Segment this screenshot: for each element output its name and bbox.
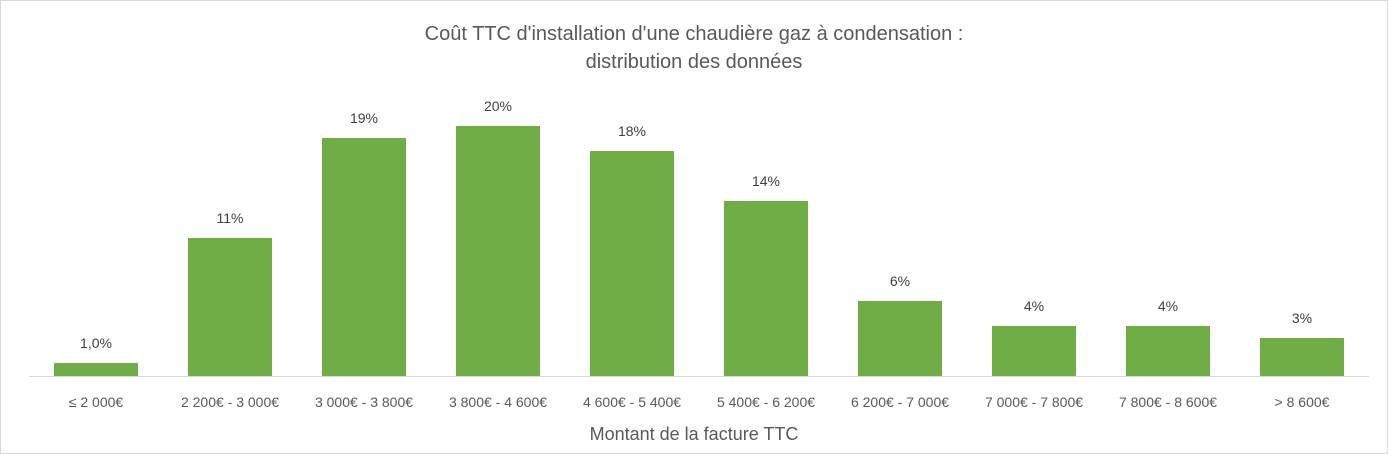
category-label: 6 200€ - 7 000€ [850, 394, 950, 410]
data-label: 19% [349, 110, 379, 126]
bar [1260, 338, 1344, 376]
bar [54, 363, 138, 376]
x-axis-line [29, 376, 1369, 377]
category-label: 3 000€ - 3 800€ [314, 394, 414, 410]
category-label: 5 400€ - 6 200€ [716, 394, 816, 410]
data-label: 6% [889, 273, 911, 289]
x-axis-title: Montant de la facture TTC [589, 424, 799, 444]
category-label: ≤ 2 000€ [68, 394, 124, 410]
data-label: 4% [1023, 298, 1045, 314]
bar [322, 138, 406, 376]
category-label: 2 200€ - 3 000€ [180, 394, 280, 410]
bar [992, 326, 1076, 376]
chart-title-line-2: distribution des données [585, 51, 803, 73]
data-label: 14% [751, 173, 781, 189]
bar [1126, 326, 1210, 376]
bar [188, 238, 272, 376]
data-label: 18% [617, 123, 647, 139]
chart-title-line-1: Coût TTC d'installation d'une chaudière … [424, 23, 964, 45]
data-label: 3% [1291, 310, 1313, 326]
bar [456, 126, 540, 376]
category-label: 4 600€ - 5 400€ [582, 394, 682, 410]
data-label: 4% [1157, 298, 1179, 314]
bar [590, 151, 674, 376]
category-label: > 8 600€ [1274, 394, 1330, 410]
chart-title: Coût TTC d'installation d'une chaudière … [0, 20, 1388, 76]
bar [858, 301, 942, 376]
category-label: 7 800€ - 8 600€ [1118, 394, 1218, 410]
bar [724, 201, 808, 376]
data-label: 20% [483, 98, 513, 114]
data-label: 1,0% [80, 335, 112, 351]
category-label: 3 800€ - 4 600€ [448, 394, 548, 410]
data-label: 11% [216, 210, 244, 226]
category-label: 7 000€ - 7 800€ [984, 394, 1084, 410]
